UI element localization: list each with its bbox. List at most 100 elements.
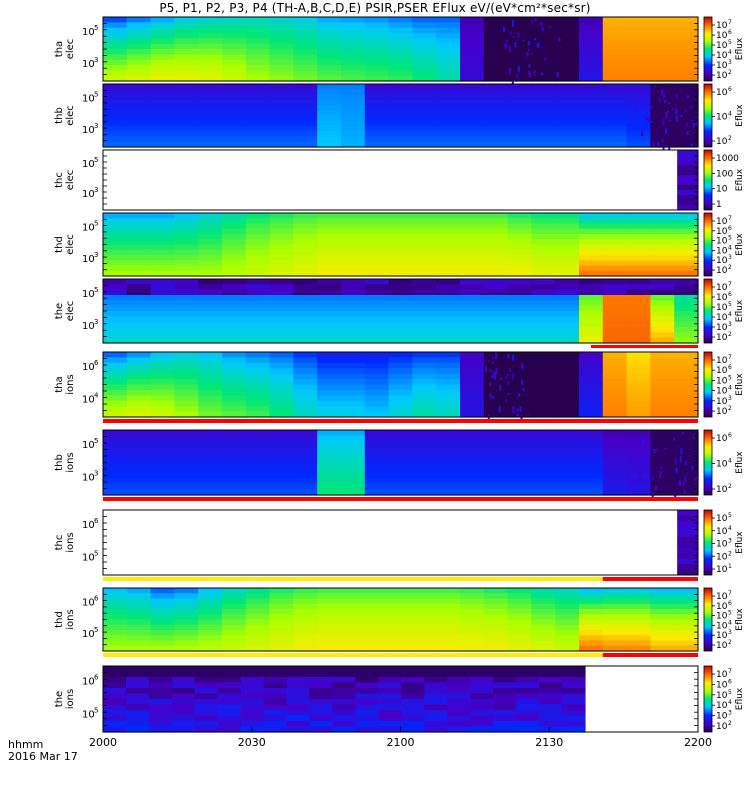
spectrogram-cell <box>222 635 247 642</box>
spectrogram-cell <box>103 49 128 55</box>
spectrogram-cell <box>126 305 152 312</box>
spectrogram-cell <box>677 175 698 181</box>
spectrogram-cell <box>174 430 199 437</box>
spectrogram-cell <box>269 406 294 413</box>
spectrogram-cell <box>674 630 699 636</box>
spectrogram-cell <box>650 239 675 246</box>
spectrogram-cell <box>531 120 556 127</box>
spectrogram-cell <box>507 284 532 291</box>
spectrogram-cell <box>198 368 223 375</box>
spectrogram-cell <box>412 446 437 453</box>
spectrogram-cell <box>483 54 509 61</box>
spectrogram-cell <box>602 316 628 323</box>
spectrogram-cell <box>388 43 413 50</box>
spectrogram-cell <box>602 395 628 402</box>
spectrogram-cell <box>388 27 413 34</box>
spectrogram-cell <box>103 279 128 285</box>
spectrogram-cell <box>388 213 413 219</box>
y-tick-exponent: 3 <box>94 186 98 194</box>
spectrogram-cell <box>531 284 556 291</box>
spectrogram-cell <box>125 726 150 733</box>
spectrogram-cell <box>341 94 366 101</box>
spectrogram-cell <box>309 677 334 684</box>
spectrogram-cell <box>579 406 604 413</box>
spectrogram-cell <box>579 17 604 23</box>
spectrogram-cell <box>436 635 461 642</box>
spectrogram-cell <box>602 640 628 647</box>
spectrogram-cell <box>103 666 127 673</box>
spectrogram-cell <box>388 598 413 605</box>
spectrogram-cell <box>507 255 532 261</box>
noise-speck <box>509 368 512 373</box>
spectrogram-cell <box>388 379 413 386</box>
spectrogram-cell <box>412 110 437 117</box>
spectrogram-cell <box>493 677 517 684</box>
colorbar <box>703 83 713 148</box>
spectrogram-cell <box>677 165 698 171</box>
spectrogram-cell <box>317 352 342 359</box>
spectrogram-cell <box>341 136 366 143</box>
spectrogram-cell <box>555 228 580 235</box>
spectrogram-cell <box>364 141 390 148</box>
colorbar-label: Eflux <box>735 104 745 127</box>
spectrogram-cell <box>483 305 509 312</box>
spectrogram-cell <box>531 446 556 453</box>
spectrogram-cell <box>217 693 242 700</box>
spectrogram-cell <box>317 430 342 437</box>
spectrogram-cell <box>126 478 152 485</box>
spectrogram-cell <box>293 289 318 296</box>
spectrogram-cell <box>424 704 448 711</box>
spectrogram-cell <box>150 115 175 122</box>
colorbar-tick-exponent: 2 <box>728 720 732 727</box>
noise-speck <box>516 408 519 412</box>
spectrogram-cell <box>483 234 509 240</box>
spectrogram-cell <box>364 489 390 496</box>
spectrogram-cell <box>507 38 532 45</box>
spectrogram-cell <box>269 295 294 301</box>
spectrogram-cell <box>626 316 651 323</box>
spectrogram-cell <box>341 218 366 225</box>
spectrogram-cell <box>355 715 379 722</box>
spectrogram-cell <box>579 131 604 138</box>
spectrogram-cell <box>412 218 437 225</box>
spectrogram-cell <box>293 630 318 636</box>
spectrogram-cell <box>293 239 318 246</box>
spectrogram-cell <box>424 699 448 706</box>
spectrogram-cell <box>555 279 580 285</box>
spectrogram-cell <box>126 619 152 626</box>
spectrogram-cell <box>602 624 628 631</box>
spectrogram-cell <box>222 22 247 29</box>
spectrogram-cell <box>240 666 265 673</box>
spectrogram-cell <box>602 593 628 600</box>
spectrogram-cell <box>103 619 128 626</box>
colorbar-label: Eflux <box>735 168 745 191</box>
spectrogram-cell <box>103 120 128 127</box>
noise-speck <box>540 21 543 26</box>
spectrogram-cell <box>674 327 699 333</box>
spectrogram-cell <box>579 289 604 296</box>
spectrogram-cell <box>341 645 366 652</box>
spectrogram-cell <box>309 693 334 700</box>
spectrogram-cell <box>674 489 699 496</box>
spectrogram-cell <box>602 239 628 246</box>
spectrogram-cell <box>412 65 437 71</box>
spectrogram-cell <box>150 440 175 447</box>
spectrogram-cell <box>531 457 556 464</box>
spectrogram-cell <box>240 710 265 717</box>
colorbar-tick-exponent: 1 <box>728 563 732 570</box>
spectrogram-cell <box>626 33 651 39</box>
spectrogram-cell <box>245 234 271 240</box>
spectrogram-cell <box>412 435 437 442</box>
spectrogram-cell <box>103 89 128 96</box>
spectrogram-cell <box>126 352 152 359</box>
spectrogram-cell <box>483 630 509 636</box>
spectrogram-cell <box>317 384 342 391</box>
spectrogram-cell <box>531 131 556 138</box>
noise-speck <box>659 98 662 102</box>
spectrogram-cell <box>507 395 532 402</box>
noise-speck <box>668 146 671 152</box>
spectrogram-cell <box>103 305 128 312</box>
spectrogram-cell <box>341 110 366 117</box>
spectrogram-cell <box>364 126 390 132</box>
spectrogram-cell <box>198 484 223 491</box>
